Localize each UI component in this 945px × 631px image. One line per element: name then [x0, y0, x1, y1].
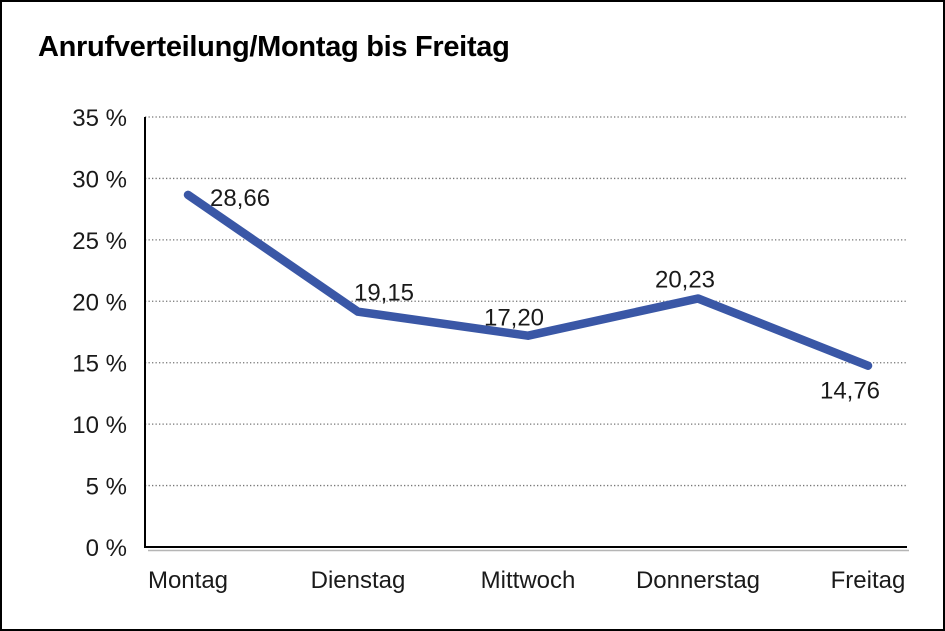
y-tick-label-30-: 30 %	[72, 166, 127, 193]
data-label-freitag: 14,76	[820, 378, 880, 405]
x-tick-label-freitag: Freitag	[831, 567, 906, 594]
data-label-dienstag: 19,15	[354, 280, 414, 307]
y-tick-label-35-: 35 %	[72, 105, 127, 132]
y-tick-label-20-: 20 %	[72, 289, 127, 316]
y-tick-label-5-: 5 %	[86, 474, 127, 501]
series-line-anrufverteilung	[183, 190, 873, 370]
y-tick-label-25-: 25 %	[72, 228, 127, 255]
y-tick-label-15-: 15 %	[72, 351, 127, 378]
data-label-mittwoch: 17,20	[484, 305, 544, 332]
x-tick-label-montag: Montag	[148, 567, 228, 594]
chart-title: Anrufverteilung/Montag bis Freitag	[38, 31, 510, 63]
x-tick-label-donnerstag: Donnerstag	[636, 567, 760, 594]
x-tick-label-mittwoch: Mittwoch	[481, 567, 576, 594]
data-label-donnerstag: 20,23	[655, 266, 715, 293]
data-label-montag: 28,66	[210, 185, 270, 212]
y-tick-label-0-: 0 %	[86, 535, 127, 562]
y-tick-label-10-: 10 %	[72, 412, 127, 439]
x-tick-label-dienstag: Dienstag	[311, 567, 406, 594]
